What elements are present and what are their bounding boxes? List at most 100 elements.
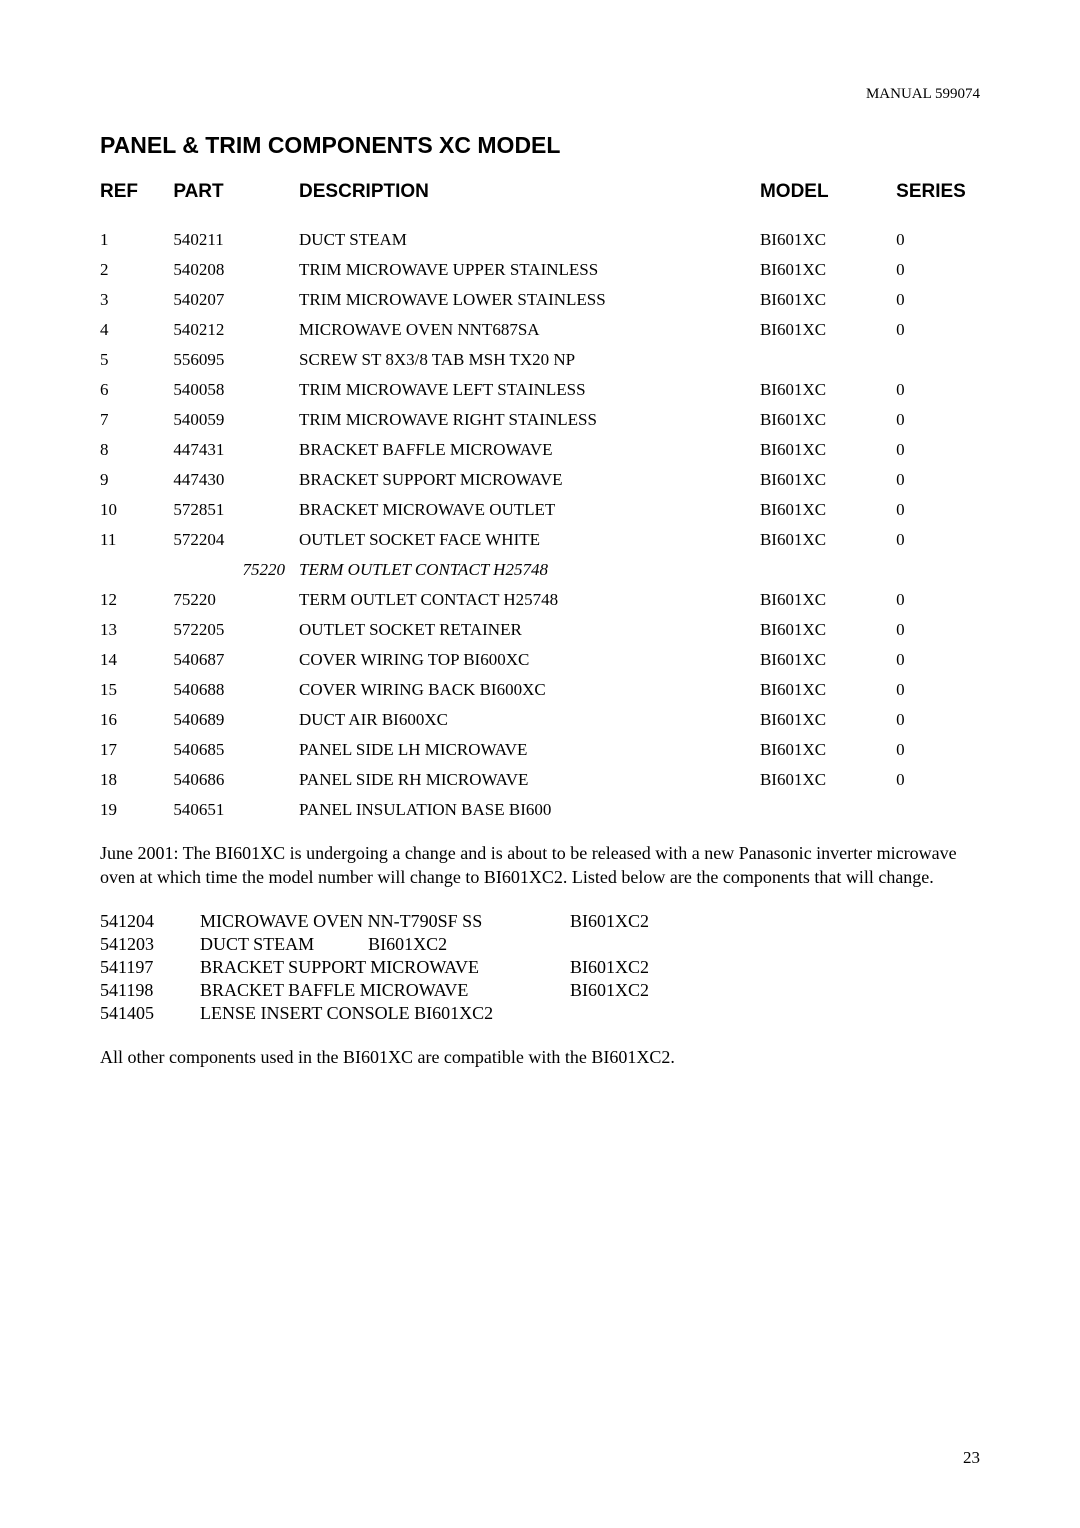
cell-ref: 8 — [100, 435, 173, 465]
compatibility-note: All other components used in the BI601XC… — [100, 1047, 980, 1068]
cell-description: BRACKET MICROWAVE OUTLET — [299, 495, 760, 525]
changes-cell-description: DUCT STEAM BI601XC2 — [200, 933, 570, 956]
cell-series: 0 — [896, 285, 980, 315]
cell-ref: 18 — [100, 765, 173, 795]
changes-cell-part: 541197 — [100, 956, 200, 979]
cell-description: BRACKET BAFFLE MICROWAVE — [299, 435, 760, 465]
header-series: SERIES — [896, 181, 980, 225]
changes-cell-part: 541203 — [100, 933, 200, 956]
cell-part: 75220 — [173, 585, 299, 615]
changes-cell-part: 541204 — [100, 910, 200, 933]
cell-model: BI601XC — [760, 615, 896, 645]
cell-part: 540058 — [173, 375, 299, 405]
changes-cell-model: BI601XC2 — [570, 956, 720, 979]
cell-description: DUCT STEAM — [299, 225, 760, 255]
table-row: 19540651PANEL INSULATION BASE BI600 — [100, 795, 980, 825]
cell-series: 0 — [896, 495, 980, 525]
cell-model: BI601XC — [760, 585, 896, 615]
cell-part: 540688 — [173, 675, 299, 705]
cell-ref: 17 — [100, 735, 173, 765]
cell-ref: 11 — [100, 525, 173, 555]
changes-table: 541204MICROWAVE OVEN NN-T790SF SSBI601XC… — [100, 910, 720, 1025]
cell-part: 540207 — [173, 285, 299, 315]
cell-series: 0 — [896, 315, 980, 345]
cell-model: BI601XC — [760, 405, 896, 435]
cell-ref — [100, 555, 173, 585]
cell-part: 540212 — [173, 315, 299, 345]
cell-ref: 12 — [100, 585, 173, 615]
manual-label: MANUAL 599074 — [866, 86, 980, 103]
parts-table: REF PART DESCRIPTION MODEL SERIES 154021… — [100, 181, 980, 825]
cell-part: 556095 — [173, 345, 299, 375]
cell-model: BI601XC — [760, 735, 896, 765]
cell-description: COVER WIRING TOP BI600XC — [299, 645, 760, 675]
cell-description: TRIM MICROWAVE LEFT STAINLESS — [299, 375, 760, 405]
cell-part: 540689 — [173, 705, 299, 735]
cell-description: MICROWAVE OVEN NNT687SA — [299, 315, 760, 345]
change-note: June 2001: The BI601XC is undergoing a c… — [100, 841, 980, 890]
cell-ref: 14 — [100, 645, 173, 675]
cell-ref: 19 — [100, 795, 173, 825]
cell-ref: 10 — [100, 495, 173, 525]
cell-ref: 9 — [100, 465, 173, 495]
cell-part: 75220 — [173, 555, 299, 585]
cell-description: TRIM MICROWAVE RIGHT STAINLESS — [299, 405, 760, 435]
cell-model: BI601XC — [760, 375, 896, 405]
cell-description: COVER WIRING BACK BI600XC — [299, 675, 760, 705]
cell-description: OUTLET SOCKET FACE WHITE — [299, 525, 760, 555]
cell-description: TRIM MICROWAVE LOWER STAINLESS — [299, 285, 760, 315]
cell-part: 540211 — [173, 225, 299, 255]
cell-ref: 6 — [100, 375, 173, 405]
changes-cell-model — [570, 1002, 720, 1025]
cell-series: 0 — [896, 375, 980, 405]
cell-description: TERM OUTLET CONTACT H25748 — [299, 585, 760, 615]
cell-series: 0 — [896, 255, 980, 285]
cell-description: PANEL SIDE RH MICROWAVE — [299, 765, 760, 795]
table-row: 3540207TRIM MICROWAVE LOWER STAINLESSBI6… — [100, 285, 980, 315]
cell-description: DUCT AIR BI600XC — [299, 705, 760, 735]
header-part: PART — [173, 181, 299, 225]
cell-ref: 1 — [100, 225, 173, 255]
table-header-row: REF PART DESCRIPTION MODEL SERIES — [100, 181, 980, 225]
cell-description: TRIM MICROWAVE UPPER STAINLESS — [299, 255, 760, 285]
table-row: 18540686PANEL SIDE RH MICROWAVEBI601XC0 — [100, 765, 980, 795]
cell-description: SCREW ST 8X3/8 TAB MSH TX20 NP — [299, 345, 760, 375]
changes-cell-description: LENSE INSERT CONSOLE BI601XC2 — [200, 1002, 570, 1025]
changes-row: 541198BRACKET BAFFLE MICROWAVEBI601XC2 — [100, 979, 720, 1002]
page-number: 23 — [963, 1448, 980, 1468]
cell-ref: 5 — [100, 345, 173, 375]
table-row: 1540211DUCT STEAMBI601XC0 — [100, 225, 980, 255]
table-row: 7540059TRIM MICROWAVE RIGHT STAINLESSBI6… — [100, 405, 980, 435]
table-row: 9447430BRACKET SUPPORT MICROWAVEBI601XC0 — [100, 465, 980, 495]
cell-model: BI601XC — [760, 705, 896, 735]
page-title: PANEL & TRIM COMPONENTS XC MODEL — [100, 132, 980, 159]
cell-description: BRACKET SUPPORT MICROWAVE — [299, 465, 760, 495]
cell-model: BI601XC — [760, 315, 896, 345]
changes-row: 541405LENSE INSERT CONSOLE BI601XC2 — [100, 1002, 720, 1025]
cell-ref: 3 — [100, 285, 173, 315]
cell-series: 0 — [896, 405, 980, 435]
cell-model: BI601XC — [760, 285, 896, 315]
cell-series: 0 — [896, 735, 980, 765]
cell-series: 0 — [896, 705, 980, 735]
table-row: 16540689DUCT AIR BI600XCBI601XC0 — [100, 705, 980, 735]
table-row: 8447431BRACKET BAFFLE MICROWAVEBI601XC0 — [100, 435, 980, 465]
table-row: 75220TERM OUTLET CONTACT H25748 — [100, 555, 980, 585]
header-ref: REF — [100, 181, 173, 225]
cell-series — [896, 555, 980, 585]
cell-part: 572205 — [173, 615, 299, 645]
changes-row: 541204MICROWAVE OVEN NN-T790SF SSBI601XC… — [100, 910, 720, 933]
cell-part: 540685 — [173, 735, 299, 765]
table-row: 6540058TRIM MICROWAVE LEFT STAINLESSBI60… — [100, 375, 980, 405]
cell-ref: 16 — [100, 705, 173, 735]
cell-ref: 4 — [100, 315, 173, 345]
changes-row: 541197BRACKET SUPPORT MICROWAVEBI601XC2 — [100, 956, 720, 979]
cell-model: BI601XC — [760, 495, 896, 525]
changes-cell-model — [570, 933, 720, 956]
cell-model — [760, 555, 896, 585]
cell-model: BI601XC — [760, 435, 896, 465]
cell-description: TERM OUTLET CONTACT H25748 — [299, 555, 760, 585]
cell-series: 0 — [896, 435, 980, 465]
cell-part: 540059 — [173, 405, 299, 435]
cell-part: 540651 — [173, 795, 299, 825]
